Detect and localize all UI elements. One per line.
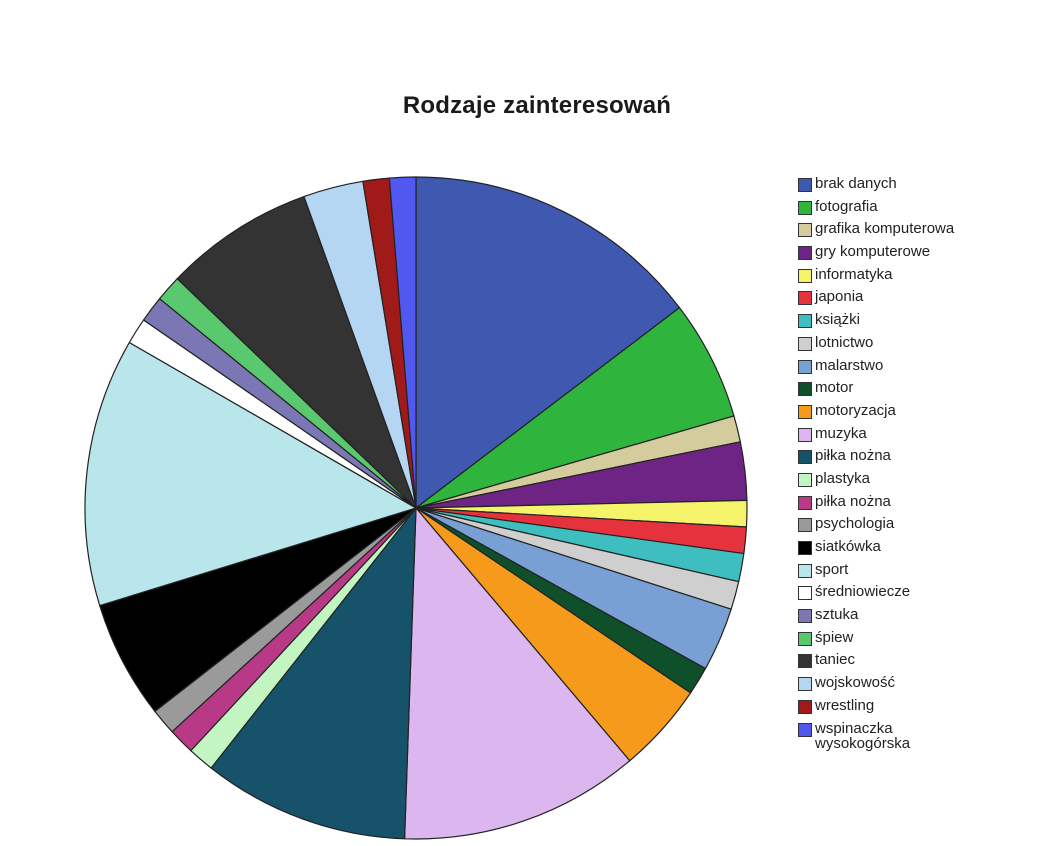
legend-item: fotografia: [798, 199, 1038, 222]
legend-swatch: [798, 178, 812, 192]
legend-swatch: [798, 246, 812, 261]
legend-item: średniowiecze: [798, 584, 1038, 607]
legend-label: piłka nożna: [815, 492, 891, 510]
legend-swatch: [798, 495, 812, 510]
legend-label: wspinaczka wysokogórska: [815, 719, 911, 752]
legend-label: fotografia: [815, 197, 878, 215]
legend-label: psychologia: [815, 515, 895, 533]
legend-label: książki: [815, 311, 861, 329]
legend-item: piłka nożna: [798, 494, 1038, 517]
chart-legend: brak danych fotografia grafika komputerowa…: [798, 176, 1038, 751]
legend-label: piłka nożna: [815, 447, 891, 465]
legend-swatch: [798, 359, 812, 374]
legend-item: brak danych: [798, 176, 1038, 199]
legend-label: gry komputerowe: [815, 243, 931, 261]
legend-swatch: [798, 586, 812, 601]
legend-label: lotnictwo: [815, 333, 874, 351]
legend-label: sport: [815, 560, 849, 578]
legend-item: informatyka: [798, 267, 1038, 290]
legend-swatch: [798, 427, 812, 442]
legend-label: motor: [815, 379, 854, 397]
legend-item: psychologia: [798, 516, 1038, 539]
legend-item: taniec: [798, 652, 1038, 675]
legend-swatch: [798, 518, 812, 533]
legend-swatch: [798, 404, 812, 419]
legend-swatch: [798, 223, 812, 238]
legend-swatch: [798, 200, 812, 215]
legend-item: wrestling: [798, 698, 1038, 721]
legend-item: motor: [798, 380, 1038, 403]
pie-slice: [415, 307, 735, 509]
legend-label: motoryzacja: [815, 401, 896, 419]
legend-item: japonia: [798, 289, 1038, 312]
legend-item: wojskowość: [798, 675, 1038, 698]
legend-label: plastyka: [815, 469, 871, 487]
legend-label: wrestling: [815, 696, 875, 714]
legend-item: grafika komputerowa: [798, 221, 1038, 244]
legend-item: piłka nożna: [798, 448, 1038, 471]
legend-label: siatkówka: [815, 538, 881, 555]
legend-item: plastyka: [798, 471, 1038, 494]
pie-slice: [403, 507, 631, 840]
legend-label: muzyka: [815, 424, 867, 442]
legend-label: wojskowość: [815, 674, 896, 692]
legend-item: siatkówka: [798, 539, 1038, 562]
legend-swatch: [798, 382, 812, 397]
pie-slice: [388, 176, 417, 509]
legend-swatch: [798, 291, 812, 306]
legend-item: malarstwo: [798, 358, 1038, 381]
legend-swatch: [798, 563, 812, 578]
legend-swatch: [798, 654, 812, 669]
legend-swatch: [798, 472, 812, 487]
pie-slice: [415, 176, 681, 509]
legend-label: taniec: [815, 651, 856, 669]
pie-slice: [84, 341, 417, 607]
legend-swatch: [798, 268, 812, 283]
legend-label: brak danych: [815, 175, 897, 192]
legend-label: grafika komputerowa: [815, 220, 955, 238]
legend-swatch: [798, 722, 812, 737]
legend-item: motoryzacja: [798, 403, 1038, 426]
legend-label: sztuka: [815, 606, 859, 624]
pie-slice: [176, 195, 417, 509]
legend-swatch: [798, 677, 812, 692]
chart-title: Rodzaje zainteresowań: [402, 92, 672, 119]
legend-swatch: [798, 336, 812, 351]
legend-item: książki: [798, 312, 1038, 335]
legend-label: śpiew: [815, 628, 854, 646]
legend-swatch: [798, 314, 812, 329]
legend-label: japonia: [815, 288, 864, 306]
legend-swatch: [798, 631, 812, 646]
legend-swatch: [798, 541, 812, 555]
legend-label: informatyka: [815, 265, 893, 283]
legend-swatch: [798, 699, 812, 714]
legend-item: lotnictwo: [798, 335, 1038, 358]
legend-item: muzyka: [798, 426, 1038, 449]
legend-item: śpiew: [798, 630, 1038, 653]
pie-slice: [210, 507, 417, 840]
legend-item: sztuka: [798, 607, 1038, 630]
legend-item: wspinaczka wysokogórska: [798, 721, 1038, 751]
legend-swatch: [798, 609, 812, 624]
legend-item: gry komputerowe: [798, 244, 1038, 267]
legend-label: średniowiecze: [815, 583, 911, 601]
legend-label: malarstwo: [815, 356, 884, 374]
legend-item: sport: [798, 562, 1038, 585]
legend-swatch: [798, 450, 812, 465]
